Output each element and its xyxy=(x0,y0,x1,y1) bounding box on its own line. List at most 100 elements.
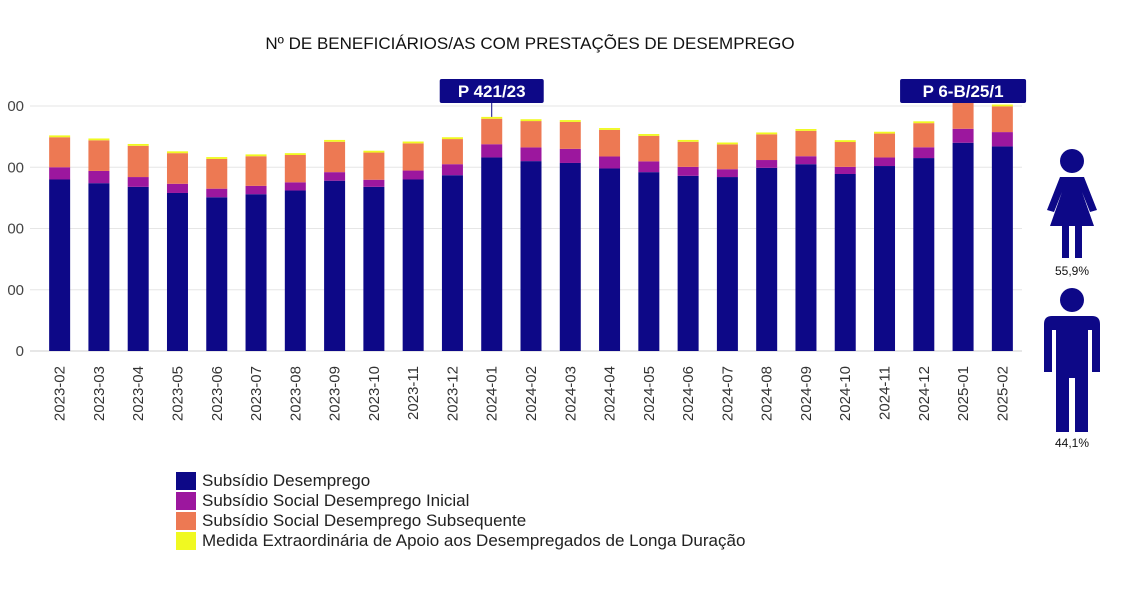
bar-segment xyxy=(952,142,974,351)
bar-segment xyxy=(559,162,581,351)
bar-segment xyxy=(88,140,110,171)
annotation-label: P 6-B/25/1 xyxy=(923,82,1004,101)
bar-segment xyxy=(441,137,463,140)
bar-segment xyxy=(363,150,385,153)
legend-label: Medida Extraordinária de Apoio aos Desem… xyxy=(202,531,746,550)
bar-segment xyxy=(599,168,621,351)
x-axis-ticks: 2023-02 2023-03 2023-04 2023-05 2023-06 2023-… xyxy=(52,366,1012,421)
bar-segment xyxy=(716,177,738,351)
annotation-callout: P 421/23 xyxy=(439,79,544,117)
x-tick-label: 2023-04 xyxy=(130,366,147,421)
legend-item: Subsídio Social Desemprego Inicial xyxy=(176,491,745,511)
x-tick-label: 2024-09 xyxy=(798,366,815,421)
bar-segment xyxy=(559,148,581,163)
y-tick-label: 00 xyxy=(7,221,24,238)
bar-segment xyxy=(599,156,621,169)
female-body-icon xyxy=(1047,177,1097,258)
bar-segment xyxy=(952,128,974,143)
bar-segment xyxy=(49,167,71,180)
bar-segment xyxy=(874,166,896,351)
bar-segment xyxy=(913,147,935,159)
bar-segment xyxy=(441,175,463,351)
bar-segment xyxy=(756,132,778,135)
x-tick-label: 2023-08 xyxy=(287,366,304,421)
male-figure xyxy=(1044,288,1100,432)
x-tick-label: 2024-04 xyxy=(602,366,619,421)
annotation-box xyxy=(900,79,1027,103)
x-tick-label: 2023-06 xyxy=(209,366,226,421)
y-tick-label: 00 xyxy=(7,159,24,176)
bar-segment xyxy=(88,183,110,351)
bar-segment xyxy=(166,183,188,193)
x-tick-label: 2023-05 xyxy=(169,366,186,421)
bar-segment xyxy=(324,180,346,351)
bar-segment xyxy=(716,142,738,145)
bar-segment xyxy=(402,141,424,144)
x-tick-label: 2024-12 xyxy=(916,366,933,421)
bar-segment xyxy=(795,164,817,351)
bar-segment xyxy=(756,134,778,161)
x-tick-label: 2024-11 xyxy=(877,366,894,420)
bar-segment xyxy=(324,141,346,173)
legend-item: Subsídio Desemprego xyxy=(176,471,745,491)
bar-segment xyxy=(245,194,267,351)
bar-segment xyxy=(795,130,817,157)
bar-segment xyxy=(441,164,463,176)
bar-segment xyxy=(795,156,817,165)
bar-segment xyxy=(481,118,503,145)
bar-segment xyxy=(756,160,778,168)
bar-segment xyxy=(520,161,542,351)
bar-segment xyxy=(284,153,306,155)
bar-segment xyxy=(481,116,503,119)
bar-segment xyxy=(834,142,856,167)
bar-segment xyxy=(520,121,542,148)
bar-segment xyxy=(49,137,71,168)
female-figure xyxy=(1047,149,1097,258)
bar-segment xyxy=(324,172,346,181)
bar-segment xyxy=(559,121,581,149)
x-tick-label: 2023-03 xyxy=(91,366,108,421)
legend-swatch xyxy=(176,532,196,550)
x-tick-label: 2024-07 xyxy=(719,366,736,421)
bar-segment xyxy=(913,158,935,351)
legend-item: Medida Extraordinária de Apoio aos Desem… xyxy=(176,531,745,551)
bar-segment xyxy=(363,152,385,180)
bar-segment xyxy=(441,139,463,165)
bar-segment xyxy=(49,179,71,351)
bar-segment xyxy=(402,143,424,171)
x-tick-label: 2025-01 xyxy=(955,366,972,421)
x-tick-label: 2024-03 xyxy=(562,366,579,421)
x-tick-label: 2023-07 xyxy=(248,366,265,421)
bar-segment xyxy=(166,153,188,184)
bar-segment xyxy=(166,192,188,351)
x-tick-label: 2024-08 xyxy=(759,366,776,421)
bar-segment xyxy=(127,177,149,187)
bar-segment xyxy=(834,173,856,351)
y-tick-label: 00 xyxy=(7,282,24,299)
legend-item: Subsídio Social Desemprego Subsequente xyxy=(176,511,745,531)
bar-segment xyxy=(638,161,660,173)
male-percentage: 44,1% xyxy=(1055,436,1089,450)
bar-segment xyxy=(245,156,267,186)
bar-segment xyxy=(991,146,1013,351)
bar-segment xyxy=(166,151,188,154)
bar-segment xyxy=(677,139,699,142)
x-tick-label: 2023-10 xyxy=(366,366,383,421)
bar-segment xyxy=(874,133,896,158)
bar-segment xyxy=(245,185,267,195)
bar-segment xyxy=(127,143,149,146)
bar-segment xyxy=(834,166,856,174)
bar-segment xyxy=(245,154,267,157)
male-body-icon xyxy=(1044,316,1100,432)
bar-segment xyxy=(952,100,974,129)
bar-segment xyxy=(638,135,660,162)
bar-segment xyxy=(991,104,1013,107)
y-tick-label: 0 xyxy=(16,343,24,360)
bars xyxy=(49,99,1013,351)
legend-swatch xyxy=(176,492,196,510)
x-tick-label: 2024-02 xyxy=(523,366,540,421)
bar-segment xyxy=(206,157,228,159)
bar-segment xyxy=(874,157,896,167)
